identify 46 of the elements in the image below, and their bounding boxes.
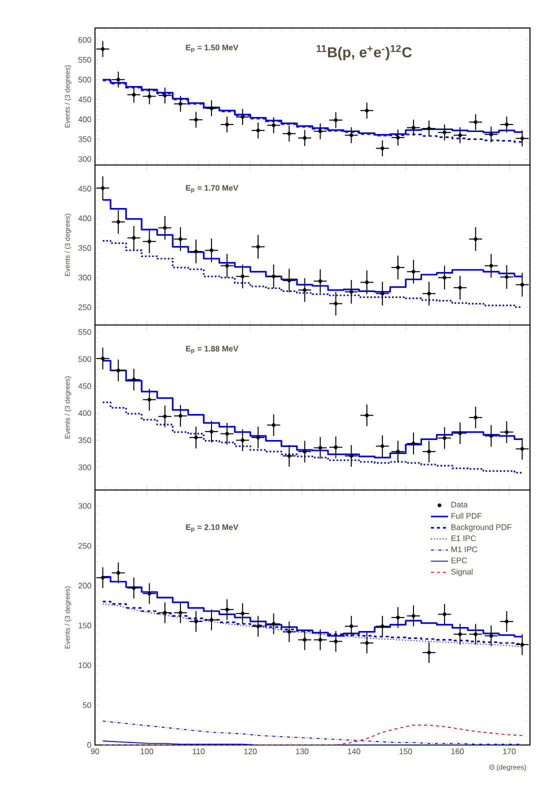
legend-label: Full PDF [451,512,482,519]
legend-label: E1 IPC [451,535,476,542]
text: E$_{p}$ = 1.50 MeV [186,44,238,52]
y-tick-label: 150 [78,622,92,628]
y-tick-label: 300 [78,464,92,470]
y-tick-label: 400 [78,216,92,222]
text: E$_{p}$ = 1.88 MeV [186,346,238,354]
annotation: $^{11}$B(p, e$^{+}$e$^{-}$)$^{12}$C [316,45,412,60]
x-tick-label: 170 [503,748,516,754]
x-tick-label: 150 [400,748,412,754]
text: E$_{p}$ = 2.10 MeV [186,524,238,532]
y-tick-label: 500 [78,76,92,82]
y-tick-label: 300 [78,503,92,509]
y-tick-label: 350 [78,437,92,444]
legend-label: Background PDF [451,524,512,532]
y-tick-label: 350 [78,136,92,142]
x-tick-label: 140 [348,748,360,754]
x-tick-label: 120 [244,748,257,754]
text: E$_{p}$ = 1.70 MeV [186,185,238,193]
legend-label: M1 IPC [451,546,478,552]
y-tick-label: 400 [78,116,92,122]
x-tick-label: 110 [192,748,205,754]
y-tick-label: 600 [78,37,92,43]
y-tick-label: 250 [78,542,92,549]
y-tick-label: 100 [78,662,92,668]
x-tick-label: 90 [90,748,100,754]
x-tick-label: 160 [451,748,464,754]
y-tick-label: 450 [78,96,92,102]
y-tick-label: 50 [82,702,92,708]
y-tick-label: 500 [78,356,92,362]
y-tick-label: 550 [78,329,92,335]
legend-label: EPC [451,558,467,564]
y-tick-label: 400 [78,410,92,416]
legend-label: Data [451,502,468,508]
y-tick-label: 350 [78,245,92,251]
y-tick-label: 450 [78,383,92,389]
y-tick-label: 450 [78,186,92,192]
y-tick-label: 300 [78,156,92,162]
y-tick-label: 300 [78,274,92,280]
y-tick-label: 250 [78,304,92,310]
legend-label: Signal [451,568,473,576]
x-tick-label: 130 [296,748,308,754]
x-tick-label: 100 [140,748,154,754]
y-tick-label: 550 [78,56,92,63]
y-tick-label: 200 [78,582,92,588]
y-tick-label: 0 [87,742,92,748]
